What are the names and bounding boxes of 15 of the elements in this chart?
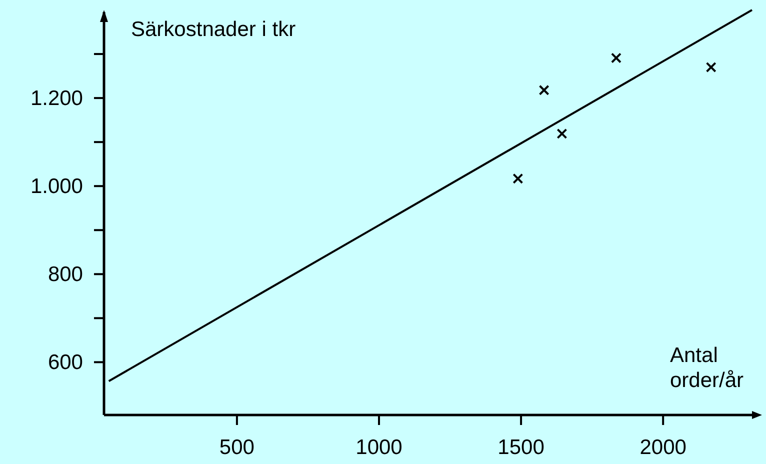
- y-axis-title: Särkostnader i tkr: [131, 18, 296, 41]
- x-tick-label: 500: [219, 436, 254, 459]
- point: [610, 52, 622, 64]
- point: [538, 84, 550, 96]
- y-tick-label: 600: [48, 350, 83, 374]
- point: [706, 62, 716, 72]
- y-tick-label: 800: [48, 262, 83, 286]
- x-axis-title: Antal order/år: [670, 344, 744, 392]
- x-tick-label: 1000: [356, 436, 402, 459]
- x-tick-label: 1500: [498, 436, 544, 459]
- y-tick-label: 1.000: [30, 174, 83, 198]
- x-tick-label: 2000: [640, 436, 686, 459]
- point: [556, 128, 568, 139]
- y-tick-label: 1.200: [30, 86, 83, 110]
- point: [512, 173, 524, 184]
